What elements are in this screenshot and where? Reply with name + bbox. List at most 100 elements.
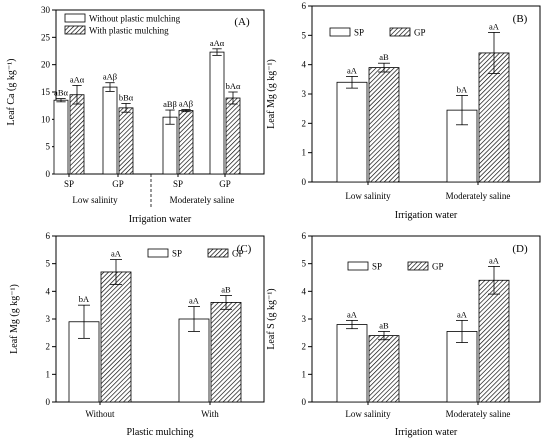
x-tick-label: Moderately saline bbox=[446, 191, 511, 201]
legend-label: GP bbox=[432, 262, 444, 272]
x-tick-label: SP bbox=[173, 179, 183, 189]
y-tick-label: 5 bbox=[46, 142, 51, 152]
bar-open bbox=[162, 116, 178, 175]
panel-label: (D) bbox=[512, 243, 528, 255]
y-tick-label: 0 bbox=[46, 169, 51, 179]
group-label: Moderately saline bbox=[170, 195, 235, 205]
x-tick-label: With bbox=[201, 409, 219, 419]
data-label: aAβ bbox=[103, 72, 117, 82]
bar-hatched bbox=[368, 67, 400, 183]
bar-hatched bbox=[178, 110, 194, 175]
bar-hatched bbox=[100, 271, 132, 403]
x-axis-label: Plastic mulching bbox=[127, 427, 194, 438]
data-label: aA bbox=[489, 21, 500, 31]
legend-swatch bbox=[207, 248, 229, 258]
y-tick-label: 0 bbox=[46, 397, 51, 407]
y-tick-label: 6 bbox=[46, 231, 51, 241]
y-tick-label: 2 bbox=[46, 342, 51, 352]
legend-label: With plastic mulching bbox=[89, 26, 169, 36]
legend-swatch bbox=[64, 25, 86, 35]
y-tick-label: 20 bbox=[41, 60, 51, 70]
panel-label: (B) bbox=[513, 13, 528, 25]
legend-swatch bbox=[329, 27, 351, 37]
legend-swatch bbox=[347, 261, 369, 271]
y-axis-label: Leaf Mg (g kg⁻¹) bbox=[9, 284, 20, 354]
panel-label: (A) bbox=[234, 16, 250, 28]
y-tick-label: 3 bbox=[46, 314, 51, 324]
x-tick-label: Low salinity bbox=[345, 409, 391, 419]
data-label: aB bbox=[221, 284, 231, 294]
panel-d-leaf-s: 0 1 2 3 4 5 6 Leaf S (g kg⁻¹) (D) aA aB Low salinit… bbox=[266, 231, 541, 438]
data-label: aBα bbox=[54, 88, 68, 98]
data-label: bA bbox=[457, 84, 468, 94]
x-axis-label: Irrigation water bbox=[129, 214, 192, 225]
y-tick-label: 4 bbox=[302, 286, 307, 296]
legend-label: Without plastic mulching bbox=[89, 14, 181, 24]
legend-label: SP bbox=[172, 249, 182, 259]
legend-label: GP bbox=[232, 249, 244, 259]
bar-hatched bbox=[225, 97, 241, 175]
x-axis-label: Irrigation water bbox=[395, 210, 458, 221]
y-tick-label: 4 bbox=[46, 286, 51, 296]
data-label: aAα bbox=[70, 74, 85, 84]
y-tick-label: 10 bbox=[41, 114, 51, 124]
legend-swatch bbox=[64, 13, 86, 23]
bar-hatched bbox=[478, 52, 510, 183]
y-tick-label: 0 bbox=[302, 177, 307, 187]
panel-c-leaf-mg: 0 1 2 3 4 5 6 Leaf Mg (g kg⁻¹) (C) bA aA Without aA a… bbox=[9, 231, 265, 438]
y-tick-label: 25 bbox=[41, 32, 51, 42]
y-axis-label: Leaf Mg (g kg⁻¹) bbox=[266, 59, 277, 129]
data-label: aB bbox=[379, 52, 389, 62]
panel-b-leaf-mg: 0 1 2 3 4 5 6 Leaf Mg (g kg⁻¹) (B) aA aB Low salini… bbox=[266, 1, 541, 221]
y-tick-label: 1 bbox=[302, 369, 307, 379]
bar-open bbox=[336, 324, 368, 403]
x-tick-label: SP bbox=[64, 179, 74, 189]
bar-hatched bbox=[69, 94, 85, 175]
bar-hatched bbox=[210, 301, 242, 403]
data-label: aA bbox=[489, 255, 500, 265]
legend-swatch bbox=[407, 261, 429, 271]
x-tick-label: GP bbox=[219, 179, 231, 189]
data-label: aA bbox=[347, 309, 358, 319]
legend-label: SP bbox=[372, 262, 382, 272]
y-tick-label: 5 bbox=[302, 30, 307, 40]
y-tick-label: 5 bbox=[46, 259, 51, 269]
y-tick-label: 5 bbox=[302, 259, 307, 269]
data-label: bBα bbox=[119, 92, 134, 102]
data-label: aBβ bbox=[163, 99, 177, 109]
x-tick-label: GP bbox=[112, 179, 124, 189]
y-tick-label: 0 bbox=[302, 397, 307, 407]
bar-open bbox=[209, 51, 225, 175]
y-axis-label: Leaf Ca (g kg⁻¹) bbox=[6, 59, 17, 126]
data-label: aA bbox=[347, 65, 358, 75]
x-tick-label: Moderately saline bbox=[446, 409, 511, 419]
bar-hatched bbox=[118, 107, 134, 175]
bar-open bbox=[53, 99, 69, 175]
panel-label: (C) bbox=[237, 243, 252, 255]
bar-hatched bbox=[368, 335, 400, 403]
y-tick-label: 6 bbox=[302, 231, 307, 241]
y-tick-label: 6 bbox=[302, 1, 307, 11]
legend-swatch bbox=[389, 27, 411, 37]
bar-open bbox=[102, 86, 118, 175]
data-label: bAα bbox=[226, 81, 241, 91]
x-axis-label: Irrigation water bbox=[395, 427, 458, 438]
data-label: aA bbox=[189, 296, 200, 306]
legend-swatch bbox=[147, 248, 169, 258]
y-tick-label: 15 bbox=[41, 87, 51, 97]
y-axis-label: Leaf S (g kg⁻¹) bbox=[266, 288, 277, 349]
y-tick-label: 2 bbox=[302, 118, 307, 128]
x-tick-label: Low salinity bbox=[345, 191, 391, 201]
data-label: aB bbox=[379, 320, 389, 330]
data-label: aA bbox=[111, 249, 122, 259]
y-tick-label: 1 bbox=[302, 148, 307, 158]
data-label: aAβ bbox=[179, 98, 193, 108]
y-tick-label: 3 bbox=[302, 314, 307, 324]
legend-label: SP bbox=[354, 28, 364, 38]
y-tick-label: 4 bbox=[302, 60, 307, 70]
y-tick-label: 2 bbox=[302, 342, 307, 352]
data-label: aA bbox=[457, 309, 468, 319]
y-tick-label: 1 bbox=[46, 369, 51, 379]
data-label: aAα bbox=[210, 38, 225, 48]
